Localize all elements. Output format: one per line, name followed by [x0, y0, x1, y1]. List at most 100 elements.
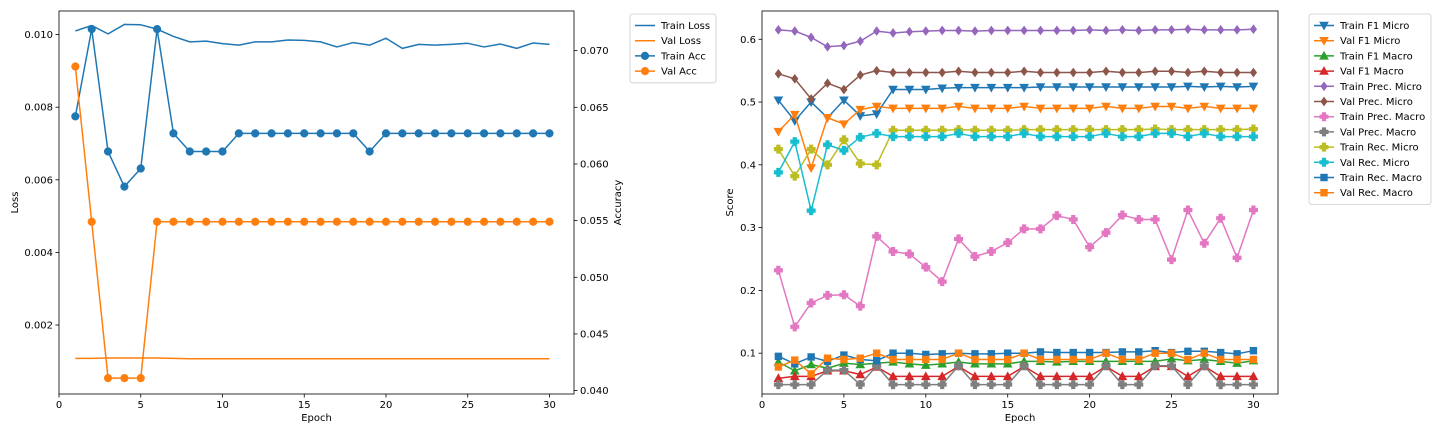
score-legend-label: Val Prec. Micro [1340, 97, 1413, 108]
loss-val-acc-point [529, 217, 538, 226]
loss-train-acc-point [87, 25, 96, 34]
score-val-rec-macro-point [922, 355, 930, 364]
score-train-rec-macro-point [774, 352, 783, 361]
score-val-rec-macro-point [1020, 349, 1028, 357]
score-train-prec-micro-point [774, 25, 783, 35]
score-train-prec-micro-point [1200, 25, 1208, 35]
score-train-f1-macro-point [1002, 358, 1013, 368]
score-val-prec-macro-line [778, 365, 1254, 386]
score-val-prec-micro-point [774, 68, 783, 79]
score-val-prec-micro-point [1085, 67, 1094, 78]
score-train-f1-micro-point [1232, 83, 1242, 93]
score-train-prec-micro-point [1184, 24, 1192, 35]
score-val-rec-macro-point [1184, 355, 1192, 364]
score-val-prec-macro-point [1134, 380, 1144, 390]
loss-legend-marker [640, 51, 650, 61]
score-train-prec-macro-point [888, 246, 898, 256]
score-train-f1-micro-point [1133, 83, 1144, 93]
score-train-prec-micro-point [856, 36, 864, 46]
score-legend-item-val-f1-macro: Val F1 Macro [1314, 66, 1404, 78]
loss-val-acc-point [365, 217, 374, 226]
score-y-tick-label: 0.4 [740, 160, 756, 171]
loss-x-tick-label: 10 [216, 400, 229, 411]
score-train-f1-micro-point [920, 85, 931, 95]
score-val-rec-macro-point [1167, 349, 1176, 357]
loss-train-acc-point [300, 129, 309, 138]
loss-train-acc-point [545, 129, 554, 138]
score-train-prec-macro-point [904, 249, 914, 259]
score-train-f1-micro-point [970, 83, 980, 93]
score-val-f1-macro-point [1035, 371, 1046, 381]
loss-legend-label: Train Loss [660, 21, 710, 32]
loss-y2-tick-label: 0.045 [580, 329, 609, 340]
score-val-f1-micro-point [1068, 104, 1079, 114]
score-val-f1-macro-point [1084, 371, 1095, 381]
score-val-rec-macro-point [840, 355, 848, 364]
loss-train-acc-point [332, 129, 342, 138]
score-legend-item-val-rec-micro: Val Rec. Micro [1314, 157, 1410, 169]
score-train-prec-macro-point [1117, 210, 1127, 220]
score-train-prec-micro-point [873, 26, 881, 36]
score-train-prec-macro-point [855, 301, 865, 311]
score-legend-box [1308, 13, 1432, 205]
loss-val-acc-point [120, 374, 129, 383]
score-train-prec-micro-point [1020, 25, 1028, 36]
score-train-prec-micro-point [905, 26, 914, 37]
loss-legend-marker [640, 67, 650, 76]
score-val-prec-micro-point [807, 94, 815, 104]
score-train-rec-macro-point [1184, 347, 1192, 356]
loss-axes-frame [58, 10, 575, 395]
score-val-rec-macro-point [1118, 355, 1127, 364]
score-val-f1-micro-point [888, 104, 898, 114]
score-train-prec-macro-point [1199, 238, 1209, 248]
score-train-rec-micro-point [839, 135, 849, 145]
score-val-f1-micro-point [1052, 104, 1062, 114]
score-val-rec-macro-point [791, 356, 799, 364]
score-val-rec-macro-point [872, 349, 881, 357]
score-legend-marker [1319, 112, 1329, 122]
loss-val-acc-point [267, 217, 276, 226]
score-train-prec-macro-point [1248, 205, 1258, 215]
score-val-f1-micro-point [1215, 104, 1226, 114]
score-train-prec-micro-point [1217, 25, 1225, 35]
score-val-prec-macro-point [1167, 361, 1177, 371]
score-train-f1-macro-point [937, 358, 948, 368]
score-val-rec-macro-point [774, 363, 783, 371]
score-train-rec-micro-point [1248, 124, 1258, 134]
score-train-prec-micro-line [778, 28, 1254, 48]
score-val-f1-micro-point [937, 104, 948, 114]
loss-y2-tick-label: 0.060 [580, 159, 609, 170]
score-legend-item-train-f1-micro: Train F1 Micro [1314, 21, 1409, 32]
score-val-f1-micro-point [1150, 102, 1160, 112]
score-val-f1-micro-line [777, 105, 1254, 169]
score-train-f1-micro-point [1019, 83, 1029, 93]
loss-train-acc-point [103, 147, 113, 156]
score-legend-label: Val F1 Micro [1340, 36, 1400, 47]
loss-train-acc-point [529, 129, 538, 138]
loss-val-acc-point [545, 217, 554, 226]
score-val-f1-micro-point [1002, 104, 1013, 114]
score-legend-marker [1320, 173, 1328, 182]
score-val-rec-micro-point [1150, 128, 1160, 138]
loss-val-acc-point [414, 217, 423, 226]
loss-y2-tick-label: 0.040 [580, 386, 609, 397]
score-legend-marker [1319, 66, 1329, 75]
score-legend-marker [1319, 37, 1329, 46]
loss-train-loss-line [75, 23, 550, 50]
score-val-prec-macro-point [1199, 361, 1209, 371]
score-val-rec-macro-point [954, 349, 963, 357]
score-y-tick-label: 0.5 [740, 98, 756, 109]
score-train-prec-macro-point [1019, 224, 1029, 234]
loss-y2-tick-label: 0.055 [580, 216, 609, 227]
score-train-rec-micro-point [806, 144, 816, 154]
loss-val-acc-point [218, 217, 227, 226]
score-y-tick-label: 0.3 [740, 223, 756, 234]
score-train-f1-micro-point [1002, 83, 1013, 93]
score-val-prec-macro-point [1232, 380, 1242, 390]
score-y-tick-label: 0.6 [740, 35, 756, 46]
score-val-prec-micro-point [873, 65, 881, 76]
score-val-prec-macro-point [888, 380, 898, 390]
loss-train-acc-point [430, 129, 440, 138]
score-train-prec-micro-point [823, 41, 832, 52]
score-train-rec-macro-point [1069, 348, 1077, 357]
